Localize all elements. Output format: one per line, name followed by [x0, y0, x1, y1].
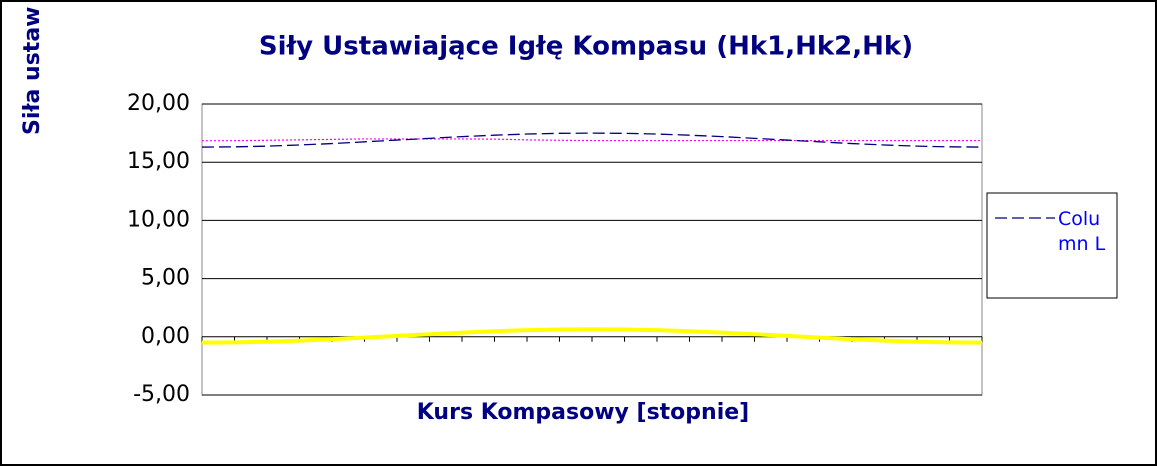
y-tick-label: 10,00 — [127, 207, 190, 232]
series-line — [201, 132, 983, 148]
x-axis-label: Kurs Kompasowy [stopnie] — [417, 400, 749, 425]
series-line — [201, 327, 983, 345]
y-tick-label: 5,00 — [141, 266, 190, 291]
y-axis-label: Siła ustaw — [20, 7, 45, 136]
plot-area — [201, 103, 983, 396]
y-tick-label: 15,00 — [127, 149, 190, 174]
y-tick-label: 20,00 — [127, 91, 190, 116]
legend-label: Column L — [1058, 208, 1106, 255]
legend-box — [986, 192, 1118, 299]
chart-title: Siły Ustawiające Igłę Kompasu (Hk1,Hk2,H… — [259, 32, 913, 62]
y-tick-label: 0,00 — [141, 324, 190, 349]
y-tick-label: -5,00 — [133, 382, 190, 407]
